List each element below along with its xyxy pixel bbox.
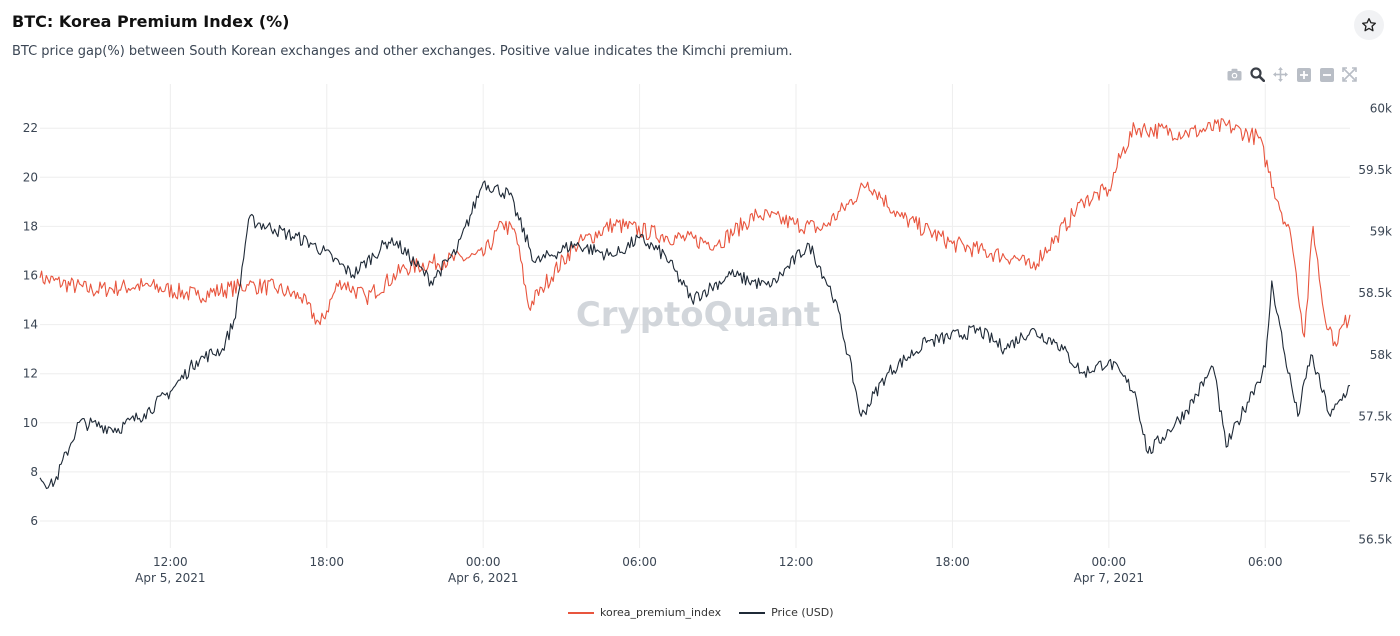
x-tick-label: 12:00 — [153, 555, 188, 569]
series-line-korea-premium — [39, 118, 1351, 347]
y-left-tick-label: 20 — [23, 170, 38, 184]
x-tick-label: 00:00 — [466, 555, 501, 569]
legend-swatch-price — [739, 611, 766, 614]
x-tick-date-label: Apr 5, 2021 — [135, 571, 205, 585]
y-left-tick-label: 18 — [23, 219, 38, 233]
chart-subtitle: BTC price gap(%) between South Korean ex… — [12, 44, 793, 59]
x-tick-date-label: Apr 7, 2021 — [1074, 571, 1144, 585]
camera-icon[interactable] — [1226, 66, 1243, 83]
y-left-tick-label: 12 — [23, 367, 38, 381]
zoom-icon[interactable] — [1249, 66, 1266, 83]
legend-item-price[interactable]: Price (USD) — [739, 606, 834, 619]
x-tick-label: 06:00 — [622, 555, 657, 569]
y-left-tick-label: 22 — [23, 121, 38, 135]
y-right-tick-label: 57.5k — [1358, 409, 1392, 423]
x-tick-label: 12:00 — [779, 555, 814, 569]
chart-toolbar — [1226, 66, 1358, 83]
zoom-out-icon[interactable] — [1318, 66, 1335, 83]
y-left-tick-label: 6 — [30, 514, 38, 528]
y-right-tick-label: 56.5k — [1358, 532, 1392, 546]
autoscale-icon[interactable] — [1341, 66, 1358, 83]
y-right-tick-label: 59.5k — [1358, 163, 1392, 177]
chart-area[interactable]: CryptoQuant 6 8 10 12 14 16 18 20 22 56.5k 57k 57.5… — [0, 0, 1400, 600]
favorite-button[interactable] — [1354, 10, 1384, 40]
legend-item-premium[interactable]: korea_premium_index — [568, 606, 721, 619]
legend-label-price: Price (USD) — [771, 606, 834, 619]
chart-legend: korea_premium_index Price (USD) — [568, 606, 834, 619]
watermark: CryptoQuant — [576, 295, 820, 335]
y-left-tick-label: 8 — [30, 465, 38, 479]
x-tick-label: 18:00 — [309, 555, 344, 569]
pan-icon[interactable] — [1272, 66, 1289, 83]
legend-label-premium: korea_premium_index — [600, 606, 722, 619]
y-right-tick-label: 58.5k — [1358, 286, 1392, 300]
x-tick-date-label: Apr 6, 2021 — [448, 571, 518, 585]
y-left-tick-label: 16 — [23, 268, 38, 282]
x-tick-label: 00:00 — [1092, 555, 1127, 569]
y-right-tick-label: 59k — [1370, 225, 1392, 239]
y-right-tick-label: 57k — [1370, 471, 1392, 485]
y-right-tick-label: 58k — [1370, 348, 1392, 362]
series-line-price — [39, 180, 1351, 490]
y-left-tick-label: 14 — [23, 318, 38, 332]
zoom-in-icon[interactable] — [1295, 66, 1312, 83]
x-tick-label: 18:00 — [935, 555, 970, 569]
legend-swatch-premium — [568, 611, 594, 614]
x-tick-label: 06:00 — [1248, 555, 1283, 569]
y-left-tick-label: 10 — [23, 416, 38, 430]
star-icon — [1362, 18, 1376, 32]
chart-title: BTC: Korea Premium Index (%) — [12, 12, 290, 31]
y-right-tick-label: 60k — [1370, 102, 1392, 116]
